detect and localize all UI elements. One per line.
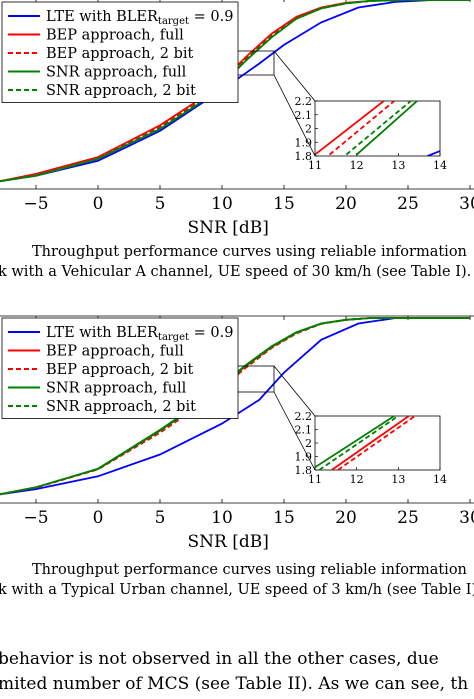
- figure-1-caption: Throughput performance curves using reli…: [32, 242, 474, 262]
- x-tick-label: −5: [23, 194, 48, 214]
- zoom-region-box: [236, 365, 275, 393]
- figure-2-caption-cont: k with a Typical Urban channel, UE speed…: [0, 580, 474, 600]
- x-tick-label: 5: [155, 508, 166, 528]
- legend-entry-label: BEP approach, 2 bit: [46, 46, 194, 62]
- x-tick-label: 0: [93, 194, 104, 214]
- caption-line: Throughput performance curves using reli…: [32, 562, 467, 578]
- inset-y-tick-label: 2.2: [295, 95, 313, 108]
- caption-line: Throughput performance curves using reli…: [32, 244, 467, 260]
- figure-typical-urban: −5 0 5 10 15 20 25 30 SNR [dB] 11 12 13 14 2.22.121.9…: [0, 315, 474, 552]
- figure-2-caption: Throughput performance curves using reli…: [32, 560, 474, 580]
- inset-y-tick-label: 2.2: [295, 410, 313, 423]
- body-text-line: mited number of MCS (see Table II). As w…: [0, 674, 469, 694]
- zoom-connector: [273, 365, 316, 417]
- inset-series-line-3: [356, 101, 418, 156]
- inset-x-tick-label: 11: [308, 159, 322, 172]
- inset-frame: [314, 415, 441, 471]
- inset-x-tick-label: 14: [433, 159, 447, 172]
- zoom-connector: [273, 74, 316, 157]
- figure-1-caption-cont: k with a Vehicular A channel, UE speed o…: [0, 262, 474, 282]
- inset-series-line-1: [315, 101, 385, 156]
- inset-x-tick-label: 13: [391, 159, 405, 172]
- legend-box: [1, 317, 239, 419]
- caption-line: k with a Typical Urban channel, UE speed…: [0, 582, 474, 598]
- x-tick-label: 15: [273, 194, 295, 214]
- legend-entry-label: SNR approach, 2 bit: [46, 83, 196, 99]
- inset-series-line-4: [345, 101, 412, 156]
- inset-plot-area: [315, 416, 416, 470]
- inset-x-tick-label: 12: [350, 473, 364, 486]
- x-tick-label: 5: [155, 194, 166, 214]
- legend-entry-label: BEP approach, full: [46, 28, 184, 44]
- x-tick-label: 15: [273, 508, 295, 528]
- figure-vehicular-a: −5 0 5 10 15 20 25 30 SNR [dB] 11 12 13 14 2.22.121.9…: [0, 0, 474, 238]
- x-tick-label: 10: [211, 194, 233, 214]
- series-line-4: [0, 317, 470, 496]
- legend-entry-label: LTE with BLERtarget = 0.9: [46, 9, 233, 27]
- caption-line: k with a Vehicular A channel, UE speed o…: [0, 264, 472, 280]
- inset-series-line-0: [427, 150, 440, 156]
- x-tick-label: 20: [335, 194, 357, 214]
- zoom-connector: [273, 50, 316, 102]
- legend-entry-label: SNR approach, 2 bit: [46, 399, 196, 415]
- legend-entry-label: SNR approach, full: [46, 65, 187, 81]
- x-tick-label: 30: [459, 194, 474, 214]
- legend-entry-label: SNR approach, full: [46, 381, 187, 397]
- inset-x-tick-label: 12: [350, 159, 364, 172]
- inset-y-tick-label: 1.8: [295, 464, 313, 477]
- inset-series-line-2: [329, 101, 395, 156]
- inset-x-tick-label: 13: [391, 473, 405, 486]
- series-line-4: [0, 0, 470, 183]
- legend-entry-label: LTE with BLERtarget = 0.9: [46, 325, 233, 343]
- x-axis-label: SNR [dB]: [188, 218, 269, 238]
- inset-y-tick-label: 1.9: [295, 136, 313, 149]
- x-tick-label: 25: [397, 508, 419, 528]
- series-line-0: [0, 0, 470, 183]
- x-tick-label: 30: [459, 508, 474, 528]
- inset-y-tick-label: 2.1: [295, 109, 313, 122]
- inset-x-tick-label: 11: [308, 473, 322, 486]
- inset-y-tick-label: 2.1: [295, 424, 313, 437]
- x-tick-label: 25: [397, 194, 419, 214]
- inset-plot-area: [315, 101, 440, 156]
- inset-y-tick-label: 1.9: [295, 451, 313, 464]
- zoom-connector: [273, 391, 316, 471]
- legend-box: [1, 1, 239, 103]
- inset-x-tick-label: 14: [433, 473, 447, 486]
- x-tick-label: 0: [93, 508, 104, 528]
- x-tick-label: 10: [211, 508, 233, 528]
- inset-series-line-2: [315, 416, 395, 469]
- legend-entry-label: BEP approach, 2 bit: [46, 362, 194, 378]
- inset-y-tick-label: 2: [305, 437, 312, 450]
- x-axis-label: SNR [dB]: [188, 532, 269, 552]
- legend-entry-label: BEP approach, full: [46, 344, 184, 360]
- x-tick-label: 20: [335, 508, 357, 528]
- body-text-line: behavior is not observed in all the othe…: [0, 649, 439, 669]
- inset-series-line-0: [331, 416, 410, 470]
- x-tick-label: −5: [23, 508, 48, 528]
- inset-y-tick-label: 2: [305, 123, 312, 136]
- inset-y-tick-label: 1.8: [295, 150, 313, 163]
